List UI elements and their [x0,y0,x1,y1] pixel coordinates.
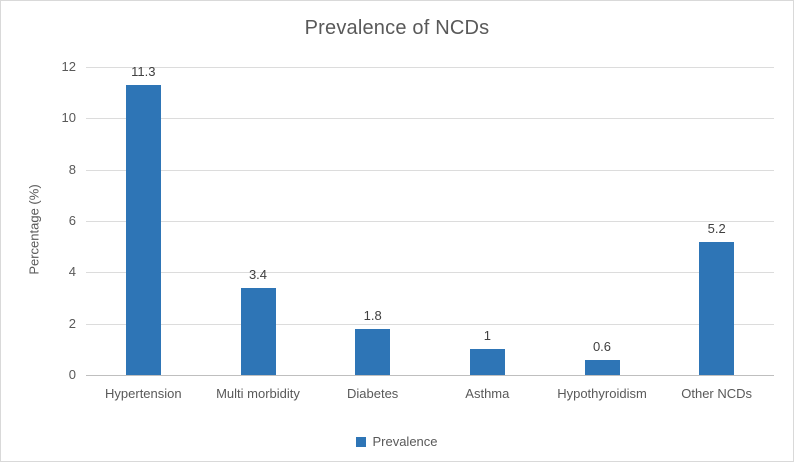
bar-value-label: 1.8 [363,308,382,323]
bar-value-label: 11.3 [131,64,156,79]
y-tick-label: 4 [68,264,76,280]
y-tick-label: 6 [68,213,76,228]
gridline [86,221,774,222]
gridline [86,169,774,171]
bar-other-ncds [699,242,735,375]
y-tick-label: 0 [68,367,76,382]
x-category-label: Other NCDs [681,386,753,401]
x-category-label: Hypertension [105,386,182,401]
bar-value-label: 1 [483,328,491,343]
plot-area: 11.3 3.4 1.8 1 0.6 5.2 [86,64,774,376]
x-axis-line [86,375,774,376]
gridline [86,272,774,274]
gridline [86,118,774,120]
bar-hypertension [125,85,161,375]
bar-diabetes [355,329,391,375]
chart-title: Prevalence of NCDs [304,17,490,39]
bar-value-label: 5.2 [707,221,726,236]
y-tick-label: 2 [68,315,76,331]
gridline [86,67,774,68]
y-tick-label: 10 [61,110,76,126]
gridline [86,323,774,325]
bar-value-label: 3.4 [248,267,268,282]
bar-asthma [469,349,505,375]
y-tick-label: 8 [68,161,76,177]
x-category-label: Multi morbidity [216,386,300,401]
bar-multi-morbidity [240,288,276,375]
bar-value-label: 0.6 [592,339,612,354]
x-category-label: Asthma [465,386,510,401]
legend-label: Prevalence [372,434,438,449]
legend-swatch-icon [356,436,367,447]
y-tick-label: 12 [61,59,76,74]
legend: Prevalence [1,434,793,449]
x-category-label: Diabetes [347,386,399,401]
bar-hypothyroidism [584,360,620,375]
x-category-label: Hypothyroidism [557,386,647,401]
